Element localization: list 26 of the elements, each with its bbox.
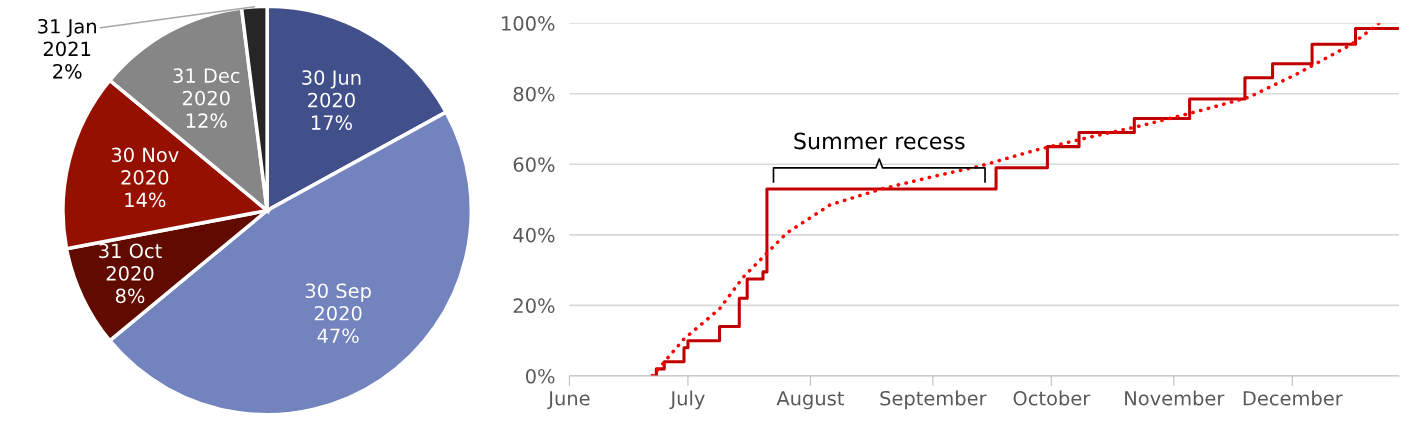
data-label: 12%: [186, 113, 227, 128]
slice-label: 31 Jan 2021: [38, 18, 96, 57]
x-tick-label: November: [1125, 390, 1225, 406]
y-tick-label: 0%: [525, 368, 555, 384]
data-label: 8%: [115, 288, 145, 304]
slice-label: 31 Dec 2020: [173, 68, 240, 106]
x-tick-label: July: [669, 390, 705, 410]
slice-label: 30 Sep 2020: [305, 283, 371, 321]
data-label: 17%: [311, 115, 352, 130]
y-tick-label: 60%: [513, 157, 555, 172]
x-tick-label: September: [880, 390, 987, 410]
y-tick-label: 40%: [513, 227, 555, 243]
x-tick-label: October: [1013, 390, 1091, 406]
x-tick-label: December: [1243, 390, 1343, 406]
data-label: 2%: [53, 63, 82, 79]
y-tick-label: 80%: [513, 86, 555, 102]
y-tick-label: 20%: [513, 298, 555, 314]
data-label: 14%: [125, 192, 166, 208]
slice-label: 31 Oct 2020: [99, 243, 162, 281]
data-label: 47%: [317, 328, 359, 344]
annotation: Summer recess: [794, 132, 965, 150]
slice-label: 30 Nov 2020: [111, 147, 179, 185]
x-tick-label: August: [776, 391, 844, 410]
y-tick-label: 100%: [502, 16, 555, 31]
x-tick-label: June: [547, 391, 590, 410]
slice-label: 30 Jun 2020: [302, 70, 361, 108]
